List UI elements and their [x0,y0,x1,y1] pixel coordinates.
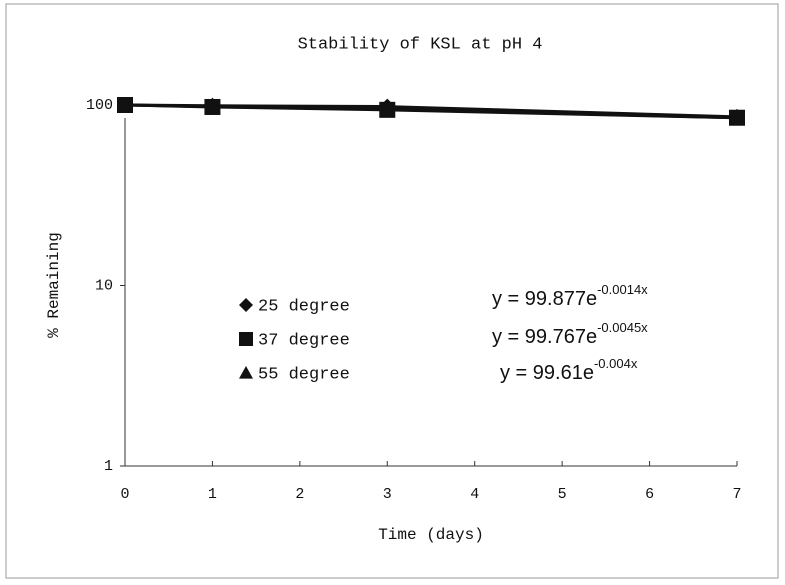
y-tick-label: 1 [104,458,113,475]
equation: y = 99.61e-0.004x [500,356,638,384]
chart-title: Stability of KSL at pH 4 [298,35,543,54]
equation-base: y = 99.877e [492,288,597,310]
x-tick-label: 7 [732,486,741,503]
x-tick-label: 6 [645,486,654,503]
legend-label: 55 degree [258,365,350,384]
equation: y = 99.877e-0.0014x [492,282,648,310]
marker [729,109,745,125]
marker [204,98,221,113]
equation-exponent: -0.004x [594,356,638,371]
y-tick-label: 100 [86,97,113,114]
equation-base: y = 99.767e [492,326,597,348]
y-tick-label: 10 [95,277,113,294]
x-axis-label: Time (days) [378,526,484,544]
equation: y = 99.767e-0.0045x [492,320,648,348]
x-tick-label: 0 [120,486,129,503]
marker [117,97,133,112]
legend-marker [239,366,253,379]
legend-label: 37 degree [258,331,350,350]
frame [5,3,779,579]
equation-exponent: -0.0014x [597,282,648,297]
equation-base: y = 99.61e [500,362,594,384]
legend-label: 25 degree [258,297,350,316]
x-tick-label: 2 [295,486,304,503]
x-tick-label: 5 [558,486,567,503]
x-tick-label: 4 [470,486,479,503]
x-tick-label: 3 [383,486,392,503]
series-line [124,103,738,120]
marker [379,101,396,116]
y-axis-label: % Remaining [45,232,63,338]
legend-marker [239,332,253,346]
legend-marker [239,298,253,312]
equation-exponent: -0.0045x [597,320,648,335]
x-tick-label: 1 [208,486,217,503]
